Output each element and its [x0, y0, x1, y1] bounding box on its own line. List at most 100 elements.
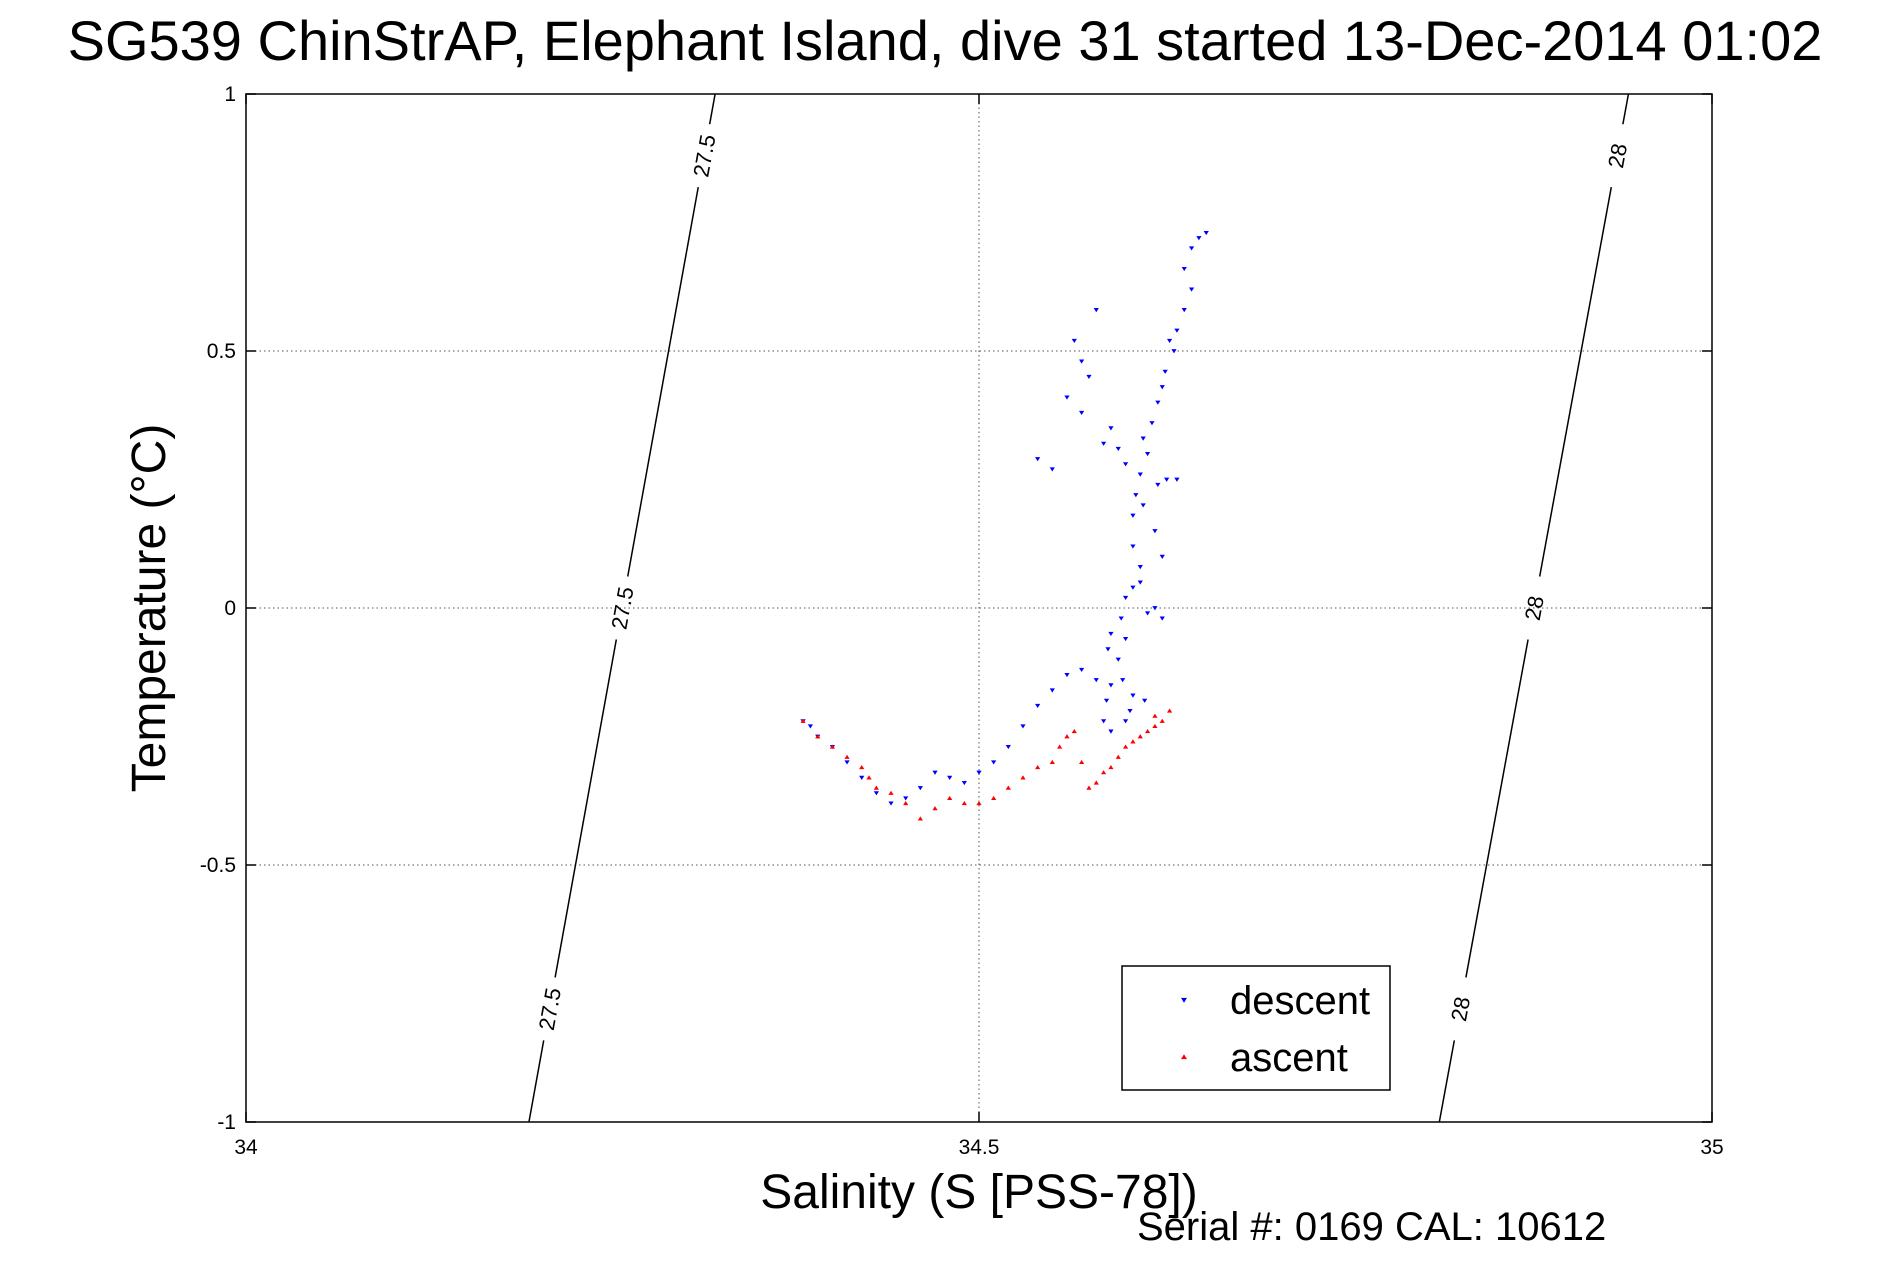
ascent-point [1093, 780, 1099, 785]
descent-point [1166, 338, 1173, 344]
ascent-point [1123, 744, 1129, 749]
contour-line [1622, 93, 1630, 125]
descent-point [1152, 606, 1158, 611]
ascent-point [800, 718, 806, 723]
descent-point [1079, 410, 1085, 416]
descent-point [1049, 688, 1055, 693]
descent-point [1120, 678, 1126, 683]
descent-point [1159, 385, 1165, 390]
contour-line [626, 187, 699, 577]
descent-point [1035, 457, 1041, 462]
descent-point [1149, 421, 1155, 426]
descent-point [1203, 230, 1209, 236]
descent-point [1155, 400, 1161, 405]
contour-line [708, 93, 716, 125]
descent-point [1164, 477, 1170, 482]
ascent-point [866, 775, 872, 780]
descent-point [1137, 580, 1143, 585]
ascent-point [991, 795, 997, 800]
ascent-point [961, 800, 967, 806]
descent-point [807, 724, 814, 729]
descent-point [1123, 462, 1129, 467]
legend-label-ascent: ascent [1230, 1036, 1348, 1080]
descent-point [991, 760, 997, 765]
legend-marker-descent [1181, 997, 1187, 1003]
descent-point [1155, 482, 1161, 487]
descent-point [844, 760, 850, 765]
ascent-point [844, 754, 850, 759]
descent-point [1127, 708, 1133, 714]
descent-point [1005, 744, 1011, 750]
ascent-point [1144, 729, 1151, 734]
descent-point [1188, 246, 1195, 251]
ascent-point [1152, 723, 1158, 729]
descent-point [1118, 616, 1124, 621]
ascent-point [1079, 759, 1085, 765]
descent-point [1093, 678, 1099, 683]
ascent-point [932, 806, 938, 811]
descent-point [1101, 441, 1107, 446]
descent-point [932, 770, 938, 775]
ascent-point [815, 734, 821, 739]
contour-label: 28 [1603, 141, 1632, 170]
descent-point [1130, 544, 1136, 549]
ascent-point [1166, 708, 1173, 713]
descent-point [859, 775, 865, 780]
ascent-point [976, 800, 982, 806]
y-tick-label: -1 [217, 1111, 236, 1134]
x-tick-label: 35 [1700, 1136, 1723, 1159]
descent-point [1064, 673, 1070, 678]
ascent-point [903, 800, 909, 806]
contour-line [1465, 639, 1529, 978]
descent-point [1079, 667, 1085, 673]
descent-point [1137, 472, 1143, 477]
descent-point [1171, 349, 1177, 354]
y-tick-label: -0.5 [200, 854, 236, 877]
descent-point [961, 780, 967, 786]
descent-point [1133, 493, 1139, 498]
ascent-point [1005, 785, 1011, 790]
contour-line [528, 1040, 545, 1123]
descent-point [1123, 719, 1129, 724]
descent-point [1130, 693, 1136, 698]
descent-point [1093, 308, 1099, 313]
y-tick-label: 0.5 [207, 340, 236, 363]
descent-point [1020, 724, 1026, 729]
descent-point [1144, 611, 1151, 616]
legend-marker-ascent [1181, 1054, 1187, 1060]
contour-line [554, 639, 618, 978]
descent-point [1142, 698, 1148, 703]
axis-ticks: 34 34.5 35 1 0.5 0 -0.5 -1 [200, 83, 1724, 1159]
descent-point [1130, 585, 1136, 590]
x-axis-label: Salinity (S [PSS-78]) [760, 1166, 1197, 1219]
legend-box [1121, 965, 1391, 1091]
grid [246, 94, 1712, 1122]
descent-point [1140, 503, 1146, 508]
descent-point [976, 770, 982, 775]
ascent-point [873, 785, 879, 790]
ascent-point [917, 816, 923, 821]
y-axis-label: Temperature (°C) [123, 424, 176, 793]
descent-point [1181, 308, 1187, 313]
descent-point [1159, 554, 1165, 559]
descent-point [1174, 477, 1180, 482]
ascent-point [859, 765, 865, 770]
ascent-point [1152, 713, 1158, 718]
descent-point [873, 791, 879, 796]
descent-point [1159, 616, 1165, 621]
descent-point [1108, 683, 1114, 688]
contour-label: 28 [1520, 594, 1549, 623]
descent-point [1035, 703, 1041, 708]
x-tick-label: 34.5 [959, 1136, 1000, 1159]
ascent-point [1020, 775, 1026, 780]
ascent-point [888, 790, 894, 795]
descent-point [1079, 359, 1085, 364]
chart-title: SG539 ChinStrAP, Elephant Island, dive 3… [68, 9, 1823, 72]
descent-point [1064, 395, 1070, 400]
descent-point [1108, 729, 1114, 734]
descent-point [1108, 426, 1114, 431]
x-tick-label: 34 [234, 1136, 258, 1159]
serial-footer: Serial #: 0169 CAL: 10612 [1137, 1205, 1606, 1249]
